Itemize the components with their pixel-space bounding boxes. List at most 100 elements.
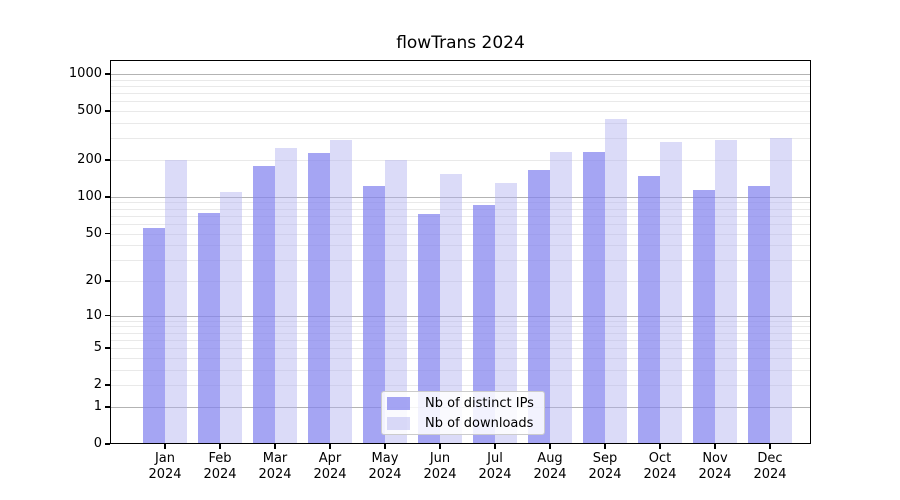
y-gridline-minor <box>110 79 811 81</box>
y-gridline-minor <box>110 260 811 262</box>
y-gridline-minor <box>110 215 811 217</box>
y-gridline-minor <box>110 123 811 124</box>
x-tick-mark <box>714 444 716 449</box>
y-gridline-minor <box>110 332 811 334</box>
y-gridline-minor <box>110 326 811 328</box>
y-tick-mark <box>105 159 110 161</box>
x-tick-mark <box>549 444 551 449</box>
y-tick-mark <box>105 384 110 386</box>
y-gridline-major <box>110 74 811 75</box>
y-tick-label: 0 <box>93 436 102 451</box>
x-tick-label: Sep 2024 <box>588 451 622 482</box>
bar-downloads-dec <box>770 137 792 444</box>
y-tick-mark <box>105 73 110 75</box>
x-tick-label: Mar 2024 <box>258 451 292 482</box>
y-gridline-minor <box>110 339 811 341</box>
y-tick-label: 200 <box>77 152 102 167</box>
y-gridline-minor <box>110 385 811 387</box>
legend-swatch-downloads <box>387 416 410 430</box>
plot-area: Jan 2024 Feb 2024 Mar 2024 Apr 2024 May 2024… <box>69 60 811 482</box>
bar-distinct-ips-oct <box>638 176 660 444</box>
y-tick-label: 1 <box>93 398 102 414</box>
y-tick-label: 5 <box>93 340 102 356</box>
legend: Nb of distinct IPs Nb of downloads <box>381 391 545 435</box>
y-gridline-minor <box>110 281 811 282</box>
chart-title: flowTrans 2024 <box>396 33 525 53</box>
bar-distinct-ips-nov <box>693 190 715 444</box>
x-tick-mark <box>329 444 331 449</box>
y-gridline-minor <box>110 111 811 113</box>
x-tick-label: Dec 2024 <box>753 451 787 482</box>
y-gridline-major <box>110 196 811 198</box>
bar-distinct-ips-aug <box>528 170 550 444</box>
y-gridline-minor <box>110 202 811 204</box>
bar-downloads-sep <box>605 119 627 444</box>
bar-downloads-may <box>385 159 407 444</box>
bar-downloads-jun <box>440 173 462 444</box>
bar-downloads-apr <box>330 139 352 444</box>
bar-downloads-jan <box>165 159 187 444</box>
bar-distinct-ips-sep <box>583 152 605 444</box>
bar-distinct-ips-apr <box>308 153 330 444</box>
x-tick-label: Apr 2024 <box>313 451 347 482</box>
y-tick-label: 100 <box>77 188 102 204</box>
x-tick-label: Jul 2024 <box>478 451 512 482</box>
bar-downloads-feb <box>220 191 242 444</box>
y-gridline-minor <box>110 320 811 322</box>
y-gridline-minor <box>110 160 811 161</box>
y-tick-label: 50 <box>85 225 102 241</box>
y-tick-label: 500 <box>77 103 102 119</box>
y-tick-mark <box>105 280 110 282</box>
bar-distinct-ips-may <box>363 185 385 444</box>
legend-entry-distinct-ips: Nb of distinct IPs <box>387 395 538 412</box>
x-tick-mark <box>384 444 386 449</box>
x-tick-mark <box>164 444 166 449</box>
y-gridline-minor <box>110 369 811 371</box>
legend-label-distinct-ips: Nb of distinct IPs <box>425 395 534 411</box>
y-tick-mark <box>105 406 110 408</box>
x-tick-mark <box>494 444 496 449</box>
x-tick-mark <box>274 444 276 449</box>
x-tick-label: Jan 2024 <box>148 451 182 482</box>
legend-label-downloads: Nb of downloads <box>425 415 534 431</box>
y-tick-mark <box>105 347 110 349</box>
bar-downloads-aug <box>550 151 572 444</box>
bar-distinct-ips-jun <box>418 214 440 444</box>
x-tick-mark <box>769 444 771 449</box>
x-tick-label: Nov 2024 <box>698 451 732 482</box>
y-tick-label: 1000 <box>68 66 102 81</box>
bar-distinct-ips-mar <box>253 165 275 444</box>
y-gridline-minor <box>110 357 811 359</box>
bar-downloads-oct <box>660 142 682 444</box>
x-tick-mark <box>439 444 441 449</box>
y-tick-mark <box>105 232 110 235</box>
bar-distinct-ips-jul <box>473 204 495 444</box>
x-tick-label: Oct 2024 <box>643 451 677 482</box>
y-gridline-major <box>110 315 811 317</box>
y-gridline-minor <box>110 138 811 140</box>
y-gridline-minor <box>110 233 811 235</box>
y-tick-label: 10 <box>85 307 102 323</box>
y-gridline-minor <box>110 223 811 225</box>
y-gridline-minor <box>110 245 811 247</box>
x-tick-label: Feb 2024 <box>203 451 237 482</box>
y-gridline-minor <box>110 101 811 103</box>
y-gridline-minor <box>110 93 811 95</box>
y-gridline-minor <box>110 208 811 210</box>
x-tick-label: Aug 2024 <box>533 451 567 482</box>
bar-downloads-mar <box>275 147 297 444</box>
legend-entry-downloads: Nb of downloads <box>387 415 538 432</box>
bar-distinct-ips-feb <box>198 212 220 444</box>
bar-distinct-ips-jan <box>143 227 165 444</box>
x-tick-label: May 2024 <box>368 451 402 482</box>
bar-downloads-jul <box>495 182 517 444</box>
y-tick-mark <box>105 443 110 445</box>
y-tick-mark <box>105 196 110 198</box>
y-gridline-minor <box>110 348 811 350</box>
x-tick-label: Jun 2024 <box>423 451 457 482</box>
legend-swatch-distinct-ips <box>387 396 410 410</box>
x-tick-mark <box>604 444 606 449</box>
y-tick-mark <box>105 110 110 112</box>
y-tick-label: 2 <box>93 377 102 393</box>
